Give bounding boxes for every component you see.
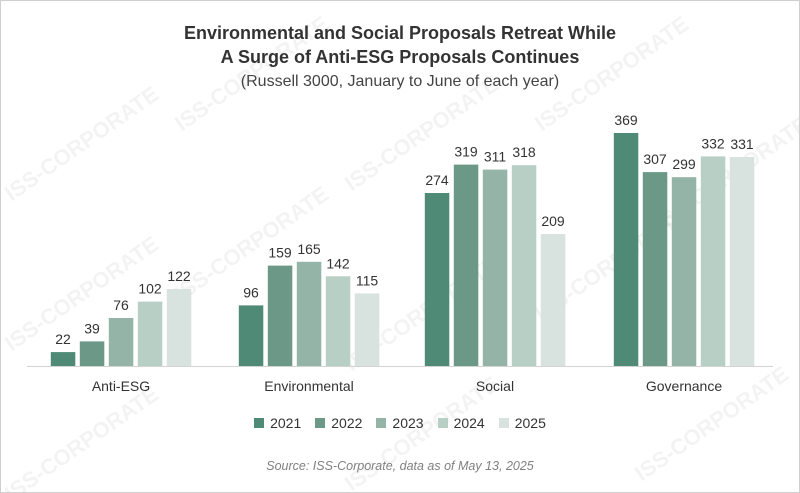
data-label: 96 <box>243 284 259 300</box>
legend-item-2025: 2025 <box>498 415 546 431</box>
data-label: 142 <box>326 255 350 271</box>
legend-item-2022: 2022 <box>315 415 362 431</box>
data-label: 209 <box>541 213 565 229</box>
legend: 2021 2022 2023 2024 2025 <box>1 415 799 431</box>
bar-social-2023 <box>482 169 508 366</box>
data-label: 331 <box>730 136 754 152</box>
bar-governance-2022 <box>642 172 668 366</box>
legend-label: 2023 <box>392 415 424 431</box>
bar-anti-esg-2022 <box>79 341 105 366</box>
data-label: 122 <box>167 268 191 284</box>
data-label: 165 <box>297 241 321 257</box>
data-label: 159 <box>268 245 292 261</box>
data-label: 274 <box>425 172 449 188</box>
legend-label: 2025 <box>514 415 546 431</box>
legend-swatch <box>315 418 326 428</box>
bar-anti-esg-2021 <box>50 352 76 366</box>
data-label: 22 <box>55 331 71 347</box>
bar-anti-esg-2024 <box>137 301 163 366</box>
bar-governance-2021 <box>613 133 639 366</box>
bar-social-2025 <box>540 234 566 366</box>
bar-environmental-2024 <box>325 276 351 366</box>
legend-swatch <box>376 418 387 428</box>
legend-swatch <box>254 418 265 428</box>
legend-item-2024: 2024 <box>437 415 485 431</box>
bar-environmental-2023 <box>296 261 322 366</box>
legend-item-2023: 2023 <box>376 415 424 431</box>
legend-item-2021: 2021 <box>254 415 301 431</box>
data-label: 369 <box>614 112 638 128</box>
category-label: Environmental <box>264 378 354 394</box>
bar-chart: 22 39 76 102 122 Anti-ESG 96 159 165 142 115 Enviro… <box>27 112 773 394</box>
bar-environmental-2025 <box>354 293 380 366</box>
category-label: Social <box>476 378 514 394</box>
legend-label: 2024 <box>453 415 485 431</box>
bar-governance-2023 <box>671 177 697 366</box>
bar-anti-esg-2025 <box>166 289 192 366</box>
data-label: 115 <box>356 272 379 288</box>
bar-social-2022 <box>453 164 479 366</box>
category-label: Governance <box>646 378 722 394</box>
source-note: Source: ISS-Corporate, data as of May 13… <box>266 459 534 473</box>
chart-subtitle: (Russell 3000, January to June of each y… <box>240 73 560 90</box>
data-label: 299 <box>672 156 696 172</box>
bar-social-2021 <box>424 193 450 366</box>
legend-swatch <box>498 418 509 428</box>
bar-social-2024 <box>511 165 537 366</box>
data-label: 102 <box>138 281 162 297</box>
bar-governance-2024 <box>700 156 726 366</box>
data-label: 319 <box>454 144 478 160</box>
data-label: 311 <box>484 149 507 165</box>
bar-environmental-2021 <box>238 305 264 366</box>
data-label: 332 <box>701 135 725 151</box>
data-label: 76 <box>113 297 129 313</box>
chart-title-line2: A Surge of Anti-ESG Proposals Continues <box>220 47 580 67</box>
data-label: 307 <box>643 151 667 167</box>
bar-environmental-2022 <box>267 265 293 366</box>
bar-governance-2025 <box>729 157 755 366</box>
legend-swatch <box>437 418 448 428</box>
chart-title-line1: Environmental and Social Proposals Retre… <box>183 23 617 43</box>
bar-anti-esg-2023 <box>108 318 134 366</box>
category-label: Anti-ESG <box>92 378 150 394</box>
data-label: 318 <box>512 144 536 160</box>
legend-label: 2021 <box>270 415 302 431</box>
legend-label: 2022 <box>331 415 363 431</box>
data-label: 39 <box>84 320 100 336</box>
